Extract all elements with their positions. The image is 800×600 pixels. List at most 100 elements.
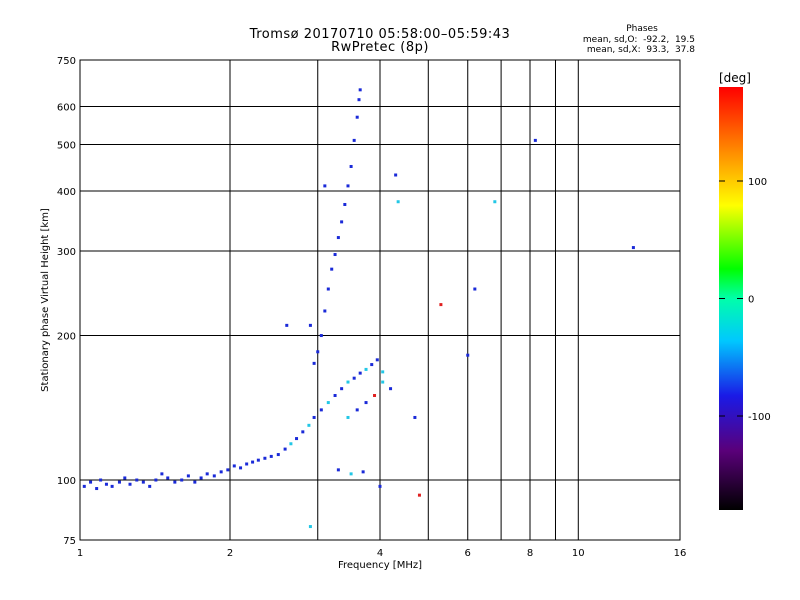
x-tick-label-1: 2 — [227, 548, 233, 559]
axis-ticks: 1 2 4 6 8 10 16 75 100 200 300 400 500 600 750 — [57, 56, 686, 559]
chart-title: Tromsø 20170710 05:58:00–05:59:43 — [249, 27, 511, 42]
data-point-32 — [283, 447, 287, 451]
phases-heading: Phases — [626, 24, 658, 34]
data-point-28 — [256, 458, 260, 462]
data-point-55 — [333, 253, 337, 257]
data-point-66 — [355, 408, 359, 412]
data-point-69 — [381, 380, 385, 384]
data-point-12 — [154, 478, 158, 482]
data-point-70 — [389, 387, 393, 391]
data-point-65 — [346, 415, 350, 419]
plot-frame — [79, 59, 681, 541]
data-point-3 — [99, 478, 103, 482]
data-point-41 — [340, 387, 344, 391]
data-point-86 — [308, 323, 312, 327]
data-point-29 — [263, 456, 267, 460]
data-point-54 — [330, 267, 334, 271]
data-point-25 — [239, 466, 243, 470]
data-point-75 — [417, 493, 421, 497]
data-point-88 — [378, 484, 382, 488]
data-point-7 — [123, 476, 127, 480]
y-axis-label: Stationary phase Virtual Height [km] — [40, 208, 51, 392]
data-point-35 — [301, 430, 305, 434]
data-point-68 — [373, 394, 377, 398]
x-tick-label-5: 10 — [572, 548, 585, 559]
data-point-85 — [308, 525, 312, 529]
data-point-38 — [319, 408, 323, 412]
x-tick-label-0: 1 — [77, 548, 83, 559]
data-point-33 — [289, 442, 293, 446]
data-point-64 — [358, 88, 362, 92]
data-point-57 — [340, 220, 344, 224]
data-point-16 — [180, 478, 184, 482]
x-tick-label-2: 4 — [377, 548, 383, 559]
data-point-37 — [312, 415, 316, 419]
data-point-78 — [533, 138, 537, 142]
data-point-67 — [364, 401, 368, 405]
colorbar-tick-label-1: 0 — [748, 295, 754, 306]
colorbar-label: [deg] — [719, 71, 751, 85]
data-point-20 — [205, 472, 209, 476]
data-point-61 — [352, 138, 356, 142]
data-point-45 — [364, 367, 368, 371]
data-point-1 — [89, 480, 93, 484]
data-point-40 — [333, 394, 337, 398]
data-point-83 — [466, 353, 470, 357]
data-point-4 — [104, 482, 108, 486]
data-point-87 — [323, 184, 327, 188]
data-point-2 — [95, 487, 99, 491]
data-point-30 — [269, 454, 273, 458]
data-point-13 — [160, 472, 164, 476]
data-point-23 — [226, 468, 230, 472]
y-tick-label-6: 600 — [57, 103, 76, 114]
data-point-73 — [349, 472, 353, 476]
data-point-80 — [394, 173, 398, 177]
data-point-27 — [251, 460, 255, 464]
data-point-19 — [199, 476, 203, 480]
x-tick-label-3: 6 — [465, 548, 471, 559]
data-point-84 — [285, 323, 289, 327]
data-point-21 — [212, 474, 216, 478]
data-point-59 — [346, 184, 350, 188]
y-tick-label-7: 750 — [57, 56, 76, 67]
data-point-26 — [245, 462, 249, 466]
data-point-8 — [128, 482, 132, 486]
y-tick-label-4: 400 — [57, 187, 76, 198]
data-point-82 — [439, 303, 443, 307]
data-point-51 — [319, 334, 323, 338]
y-tick-label-2: 200 — [57, 332, 76, 343]
data-point-31 — [276, 453, 280, 457]
data-point-10 — [141, 480, 145, 484]
data-point-5 — [110, 484, 114, 488]
data-point-24 — [232, 464, 236, 468]
phases-o-stats: mean, sd,O: -92.2, 19.5 — [582, 35, 695, 45]
data-point-58 — [343, 202, 347, 206]
y-tick-label-1: 100 — [57, 476, 76, 487]
data-point-53 — [326, 287, 330, 291]
data-point-34 — [295, 437, 299, 441]
colorbar-ticks: 100 0 -100 — [719, 177, 771, 423]
data-point-39 — [326, 401, 330, 405]
x-tick-label-4: 8 — [527, 548, 533, 559]
data-point-47 — [375, 358, 379, 362]
data-point-22 — [219, 470, 223, 474]
data-point-18 — [193, 480, 197, 484]
data-point-81 — [396, 200, 400, 204]
data-point-9 — [135, 478, 139, 482]
x-tick-label-6: 16 — [674, 548, 687, 559]
data-point-48 — [381, 370, 385, 374]
data-point-74 — [361, 470, 365, 474]
data-point-62 — [355, 115, 359, 119]
y-tick-label-5: 500 — [57, 141, 76, 152]
data-point-49 — [312, 361, 316, 365]
data-point-36 — [307, 423, 311, 427]
data-point-77 — [493, 200, 497, 204]
phases-x-stats: mean, sd,X: 93.3, 37.8 — [586, 45, 695, 55]
data-point-15 — [173, 480, 177, 484]
data-point-56 — [336, 236, 340, 240]
data-points — [82, 88, 635, 529]
y-tick-label-3: 300 — [57, 247, 76, 258]
y-tick-label-0: 75 — [63, 536, 76, 547]
data-point-79 — [631, 246, 635, 250]
